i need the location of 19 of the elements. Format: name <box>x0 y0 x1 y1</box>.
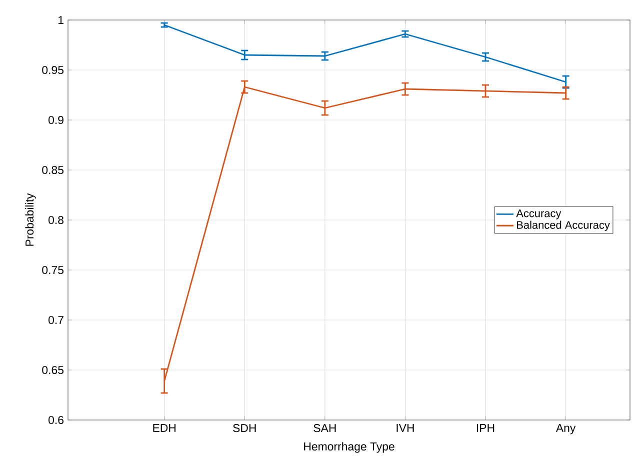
x-tick-label: SDH <box>233 424 256 432</box>
x-tick-label: EDH <box>153 424 176 432</box>
y-tick-label: 0.95 <box>42 66 64 74</box>
y-tick-label: 0.65 <box>42 366 64 374</box>
y-tick-label: 0.7 <box>48 316 64 324</box>
legend-label: Accuracy <box>516 210 562 220</box>
x-tick-label: IPH <box>477 424 494 432</box>
y-tick-label: 0.8 <box>48 216 64 224</box>
y-tick-label: 0.75 <box>42 266 64 274</box>
x-tick-label: SAH <box>314 424 336 432</box>
x-tick-label: Any <box>556 424 576 434</box>
y-tick-label: 0.85 <box>42 166 64 174</box>
x-tick-label: IVH <box>396 424 414 432</box>
y-tick-label: 0.9 <box>48 116 64 124</box>
y-tick-label: 1 <box>58 16 64 24</box>
x-axis-title: Hemorrhage Type <box>304 442 394 453</box>
y-tick-label: 0.6 <box>48 416 64 424</box>
legend-label: Balanced Accuracy <box>517 220 610 231</box>
y-axis-title: Probability <box>25 193 36 246</box>
